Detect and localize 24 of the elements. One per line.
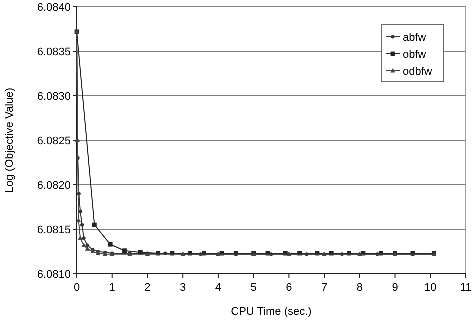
y-axis-title: Log (Objective Value) [4,88,16,193]
x-tick-label: 3 [180,282,186,294]
x-tick-label: 8 [356,282,363,294]
y-tick-label: 6.0810 [37,269,71,281]
x-axis-title: CPU Time (sec.) [231,306,312,318]
x-tick-label: 10 [424,282,437,294]
x-tick-label: 5 [250,282,257,294]
x-tick-label: 4 [215,282,222,294]
x-tick-label: 2 [144,282,151,294]
x-tick-label: 11 [460,282,472,294]
legend-label: odbfw [403,66,432,78]
y-tick-label: 6.0820 [37,180,71,192]
y-tick-label: 6.0830 [37,91,71,103]
x-tick-label: 0 [74,282,80,294]
y-tick-label: 6.0825 [37,136,71,148]
legend-label: obfw [403,49,426,61]
x-tick-label: 9 [392,282,398,294]
legend-label: abfw [403,32,426,44]
y-tick-label: 6.0815 [37,224,71,236]
x-tick-label: 1 [109,282,116,294]
y-tick-label: 6.0840 [37,2,71,14]
y-tick-label: 6.0835 [37,46,71,58]
x-tick-label: 6 [286,282,292,294]
x-tick-label: 7 [321,282,328,294]
